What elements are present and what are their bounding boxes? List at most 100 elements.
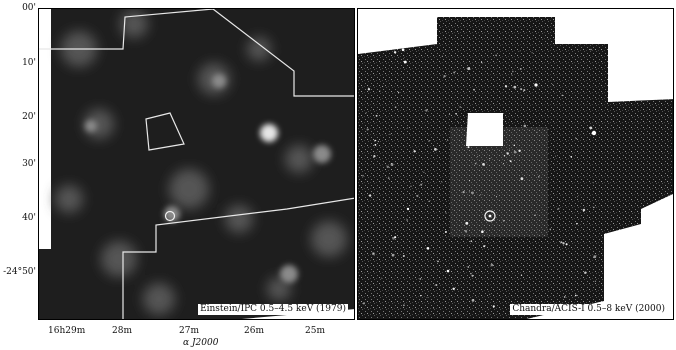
- star-point: [377, 140, 380, 143]
- star-point: [373, 155, 376, 158]
- star-point: [413, 150, 416, 153]
- star-point: [403, 60, 407, 64]
- star-point: [511, 70, 514, 73]
- star-point: [433, 308, 435, 310]
- star-point: [367, 88, 371, 91]
- star-point: [426, 297, 428, 299]
- star-point: [473, 113, 476, 116]
- star-point: [506, 152, 509, 155]
- star-point: [401, 48, 405, 52]
- star-point: [465, 221, 469, 225]
- star-point: [531, 52, 533, 54]
- star-point: [520, 274, 523, 276]
- star-point: [492, 305, 495, 308]
- star-point: [511, 74, 513, 76]
- star-point: [441, 55, 443, 57]
- star-point: [406, 219, 408, 221]
- star-point: [481, 230, 484, 233]
- star-point: [560, 241, 563, 244]
- star-point: [534, 214, 536, 216]
- einstein-ipc-caption: Einstein/IPC 0.5–4.5 keV (1979): [198, 304, 348, 315]
- star-point: [593, 206, 595, 209]
- star-point: [362, 174, 364, 177]
- star-point: [520, 177, 524, 181]
- star-point: [576, 222, 578, 225]
- bright-source: [591, 130, 597, 136]
- star-point: [471, 299, 475, 302]
- star-point: [459, 106, 462, 108]
- bright-source: [488, 214, 492, 218]
- x-tick-label-25m: 25m: [305, 326, 325, 336]
- star-point: [382, 85, 384, 87]
- star-point: [482, 163, 485, 166]
- x-tick-label-16h29m: 16h29m: [48, 326, 86, 336]
- star-point: [387, 177, 390, 179]
- star-point: [393, 51, 397, 54]
- star-point: [420, 295, 422, 297]
- star-point: [434, 148, 437, 151]
- chandra-acis-image-panel: Chandra/ACIS-I 0.5–8 keV (2000): [357, 8, 674, 320]
- star-point: [390, 163, 394, 166]
- star-point: [467, 146, 470, 149]
- x-tick-label-26m: 26m: [244, 326, 264, 336]
- x-tick-label-28m: 28m: [112, 326, 132, 336]
- star-point: [496, 124, 499, 128]
- star-point: [584, 271, 587, 274]
- chandra-acis-image: [358, 17, 673, 319]
- star-point: [471, 191, 474, 195]
- bright-source: [406, 207, 410, 211]
- star-point: [557, 207, 560, 210]
- bright-source: [446, 269, 450, 273]
- star-point: [445, 212, 447, 214]
- star-point: [504, 85, 508, 88]
- star-point: [570, 155, 573, 158]
- star-point: [425, 109, 428, 112]
- star-point: [489, 158, 491, 160]
- star-point: [403, 304, 405, 307]
- star-point: [389, 133, 391, 135]
- star-point: [453, 71, 456, 74]
- star-point: [493, 134, 495, 136]
- star-point: [392, 237, 395, 240]
- star-point: [594, 280, 597, 282]
- y-tick-label-00: 00': [22, 3, 36, 13]
- star-point: [480, 61, 483, 64]
- star-point: [491, 120, 493, 123]
- star-point: [467, 266, 470, 268]
- star-point: [386, 165, 390, 169]
- star-point: [416, 194, 419, 198]
- star-point: [575, 137, 577, 140]
- star-point: [562, 242, 565, 245]
- star-point: [477, 156, 479, 158]
- star-point: [397, 91, 400, 94]
- star-point: [444, 230, 447, 234]
- star-point: [435, 283, 438, 287]
- chandra-acis-caption: Chandra/ACIS-I 0.5–8 keV (2000): [510, 304, 667, 315]
- star-point: [552, 83, 554, 86]
- star-point: [563, 296, 566, 298]
- y-tick-label-50: -24°50': [3, 267, 36, 277]
- star-point: [419, 277, 422, 280]
- y-tick-label-40: 40': [22, 213, 36, 223]
- star-point: [592, 182, 594, 184]
- star-point: [371, 252, 375, 256]
- star-point: [443, 75, 446, 78]
- star-point: [513, 150, 517, 154]
- star-point: [473, 88, 476, 91]
- star-point: [375, 114, 378, 117]
- star-point: [490, 263, 494, 267]
- star-point: [420, 183, 423, 186]
- star-point: [470, 272, 472, 275]
- star-point: [538, 176, 540, 178]
- star-point: [428, 200, 430, 202]
- star-point: [381, 277, 382, 279]
- star-point: [365, 112, 367, 114]
- star-point: [407, 127, 409, 129]
- star-point: [523, 124, 527, 128]
- star-point: [468, 180, 470, 182]
- star-point: [455, 113, 457, 115]
- bright-source: [534, 83, 538, 87]
- einstein-ipc-image: [39, 9, 354, 319]
- star-point: [462, 190, 465, 194]
- star-point: [366, 128, 369, 131]
